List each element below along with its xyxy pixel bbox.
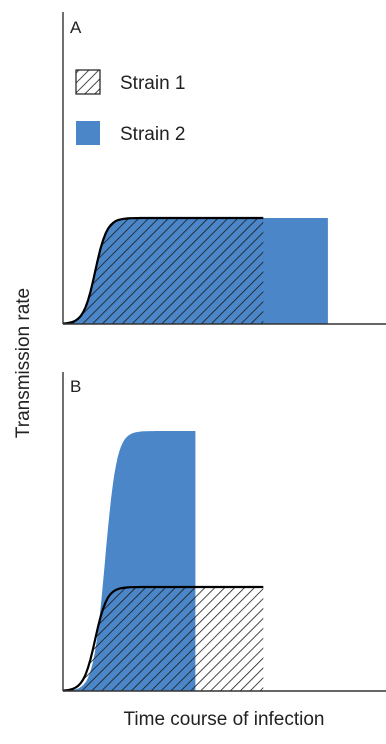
- panel-a-strain-1-curve: [62, 216, 264, 325]
- panel-a-label: A: [70, 18, 82, 37]
- panel-b-strain-1-curve: [62, 585, 264, 692]
- panel-a-plot-area: [62, 216, 328, 325]
- legend-swatch-strain-2: [76, 121, 100, 145]
- panel-b-strain-1-area: [63, 587, 264, 691]
- panel-b-label: B: [70, 377, 81, 396]
- panel-b: B: [62, 372, 386, 692]
- panel-b-plot-area: [62, 431, 264, 692]
- legend-label-strain-1: Strain 1: [120, 73, 185, 94]
- legend-label-strain-2: Strain 2: [120, 124, 185, 145]
- y-axis-title: Transmission rate: [13, 287, 34, 439]
- panel-a: A Strain 1 Strain 2: [62, 12, 386, 325]
- legend: Strain 1 Strain 2: [75, 69, 185, 145]
- panel-a-strain-1-area: [63, 218, 264, 324]
- legend-swatch-strain-1: [75, 69, 101, 95]
- x-axis-title: Time course of infection: [123, 709, 325, 730]
